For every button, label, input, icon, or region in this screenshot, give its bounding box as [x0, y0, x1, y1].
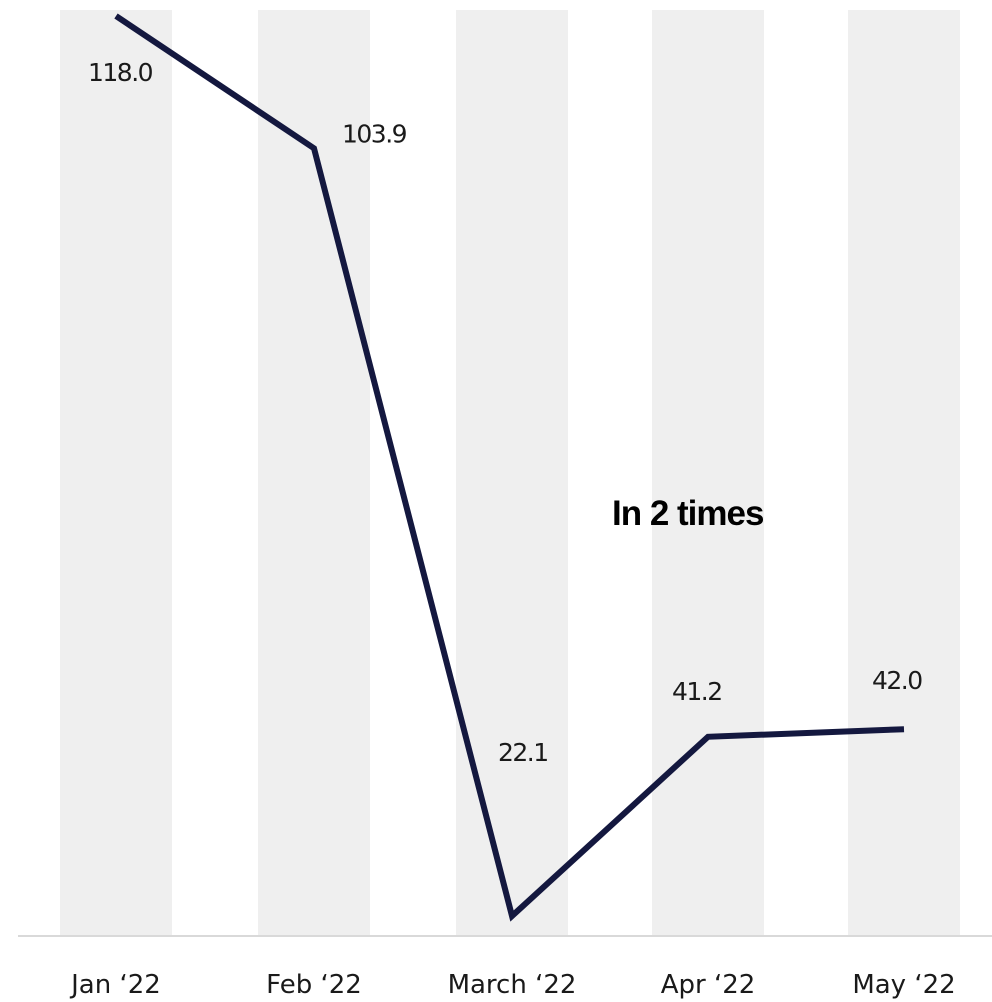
x-tick-labels: Jan ‘22 Feb ‘22 March ‘22 Apr ‘22 May ‘22	[69, 970, 956, 1000]
x-tick-label: March ‘22	[448, 970, 577, 1000]
category-bands	[60, 10, 960, 936]
category-band	[652, 10, 764, 936]
series-line	[114, 13, 905, 922]
category-band	[258, 10, 370, 936]
category-band	[848, 10, 960, 936]
category-band	[60, 10, 172, 936]
x-tick-label: Feb ‘22	[266, 970, 362, 1000]
data-label: 118.0	[88, 58, 153, 87]
x-tick-label: Apr ‘22	[661, 970, 756, 1000]
data-label: 42.0	[872, 666, 922, 695]
chart-annotation: In 2 times	[612, 494, 764, 533]
category-band	[456, 10, 568, 936]
data-label: 41.2	[672, 677, 722, 706]
data-label: 22.1	[498, 738, 548, 767]
x-tick-label: Jan ‘22	[69, 970, 161, 1000]
x-tick-label: May ‘22	[852, 970, 955, 1000]
data-labels: 118.0 103.9 22.1 41.2 42.0	[88, 58, 924, 767]
data-label: 103.9	[342, 119, 407, 148]
